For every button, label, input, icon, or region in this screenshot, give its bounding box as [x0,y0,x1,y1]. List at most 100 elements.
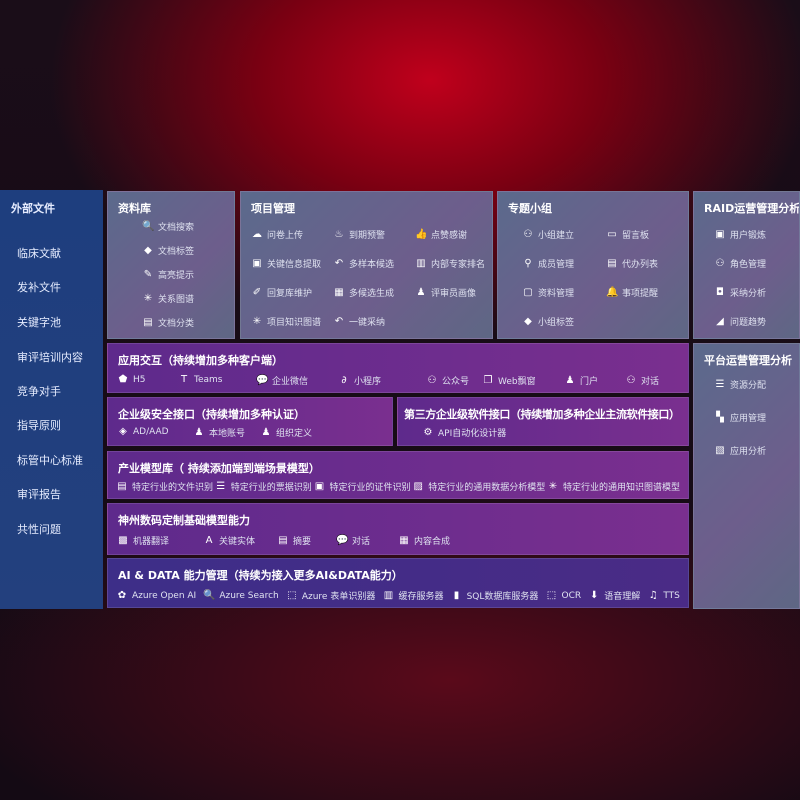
feature-item[interactable]: ▥ 内部专家排名 [415,257,485,270]
feature-item[interactable]: 👍 点赞感谢 [415,228,467,241]
feature-item[interactable]: ▦ 内容合成 [398,534,450,547]
feature-item[interactable]: ▣ 特定行业的证件识别 [313,480,411,493]
feature-label: 语音理解 [604,592,641,602]
feature-item[interactable]: ⚇ 公众号 [426,374,470,387]
feature-label: 组织定义 [276,429,313,439]
miniprogram-icon: ∂ [341,375,347,386]
feature-label: H5 [133,374,146,385]
feature-item[interactable]: ▤ 摘要 [277,534,311,547]
feature-item[interactable]: 🔔 事项提醒 [606,286,658,299]
sidebar-item[interactable]: 审评培训内容 [17,351,83,364]
feature-item[interactable]: ⚇ 小组建立 [522,228,575,241]
ranking-icon: ▥ [416,258,426,269]
sidebar-item[interactable]: 关键字池 [17,316,61,329]
feature-item[interactable]: ☰ 特定行业的票据识别 [215,480,312,493]
panel-title: 资料库 [118,202,151,215]
feature-item[interactable]: ▩ 机器翻译 [117,534,169,547]
feature-item[interactable]: ▢ 资料管理 [522,286,574,299]
feature-item[interactable]: ▦ 多候选生成 [333,286,394,299]
feature-item[interactable]: ✳ 项目知识图谱 [251,315,321,328]
doc-stack-icon: ▤ [143,317,153,328]
edit-icon: ✐ [252,287,262,298]
feature-item[interactable]: ↶ 一键采纳 [333,315,385,328]
feature-item[interactable]: ⚲ 成员管理 [522,257,574,270]
feature-item[interactable]: ⬇ 语音理解 [588,589,640,602]
feature-label: AD/AAD [133,426,169,437]
feature-item[interactable]: ✳ 特定行业的通用知识图谱模型 [547,480,680,493]
panel-title: 应用交互（持续增加多种客户端） [118,354,283,367]
feature-item[interactable]: ▤ 代办列表 [606,257,658,270]
feature-item[interactable]: ✿ Azure Open AI [116,589,196,602]
feature-label: 特定行业的通用知识图谱模型 [562,483,680,493]
local-account-icon: ♟ [194,427,204,438]
feature-label: Azure Open AI [132,590,197,601]
feature-item[interactable]: ☰ 资源分配 [714,378,767,391]
bbs-icon: ▭ [607,229,617,240]
feature-item[interactable]: ♨ 到期预警 [333,228,386,241]
feature-item[interactable]: ▣ 用户锻炼 [714,228,766,241]
sidebar-item[interactable]: 共性问题 [17,523,61,536]
feature-item[interactable]: ▨ 特定行业的通用数据分析模型 [412,480,545,493]
feature-item[interactable]: ♟ 组织定义 [260,426,313,439]
summary-icon: ▤ [278,535,288,546]
feature-item[interactable]: ▮ SQL数据库服务器 [451,589,539,602]
feature-item[interactable]: ⬚ OCR [545,589,581,602]
feature-item[interactable]: 🔍 文档搜索 [142,220,194,233]
reply-icon: ↶ [334,316,344,327]
feature-item[interactable]: ▣ 关键信息提取 [251,257,321,270]
feature-item[interactable]: ▭ 留言板 [606,228,649,241]
feature-item[interactable]: ⬚ Azure 表单识别器 [286,589,375,602]
sidebar-item[interactable]: 审评报告 [17,488,61,501]
feature-item[interactable]: ∂ 小程序 [338,374,381,387]
feature-item[interactable]: ☁ 问卷上传 [251,228,303,241]
feature-item[interactable]: ◆ 小组标签 [522,315,574,328]
feature-item[interactable]: 💬 对话 [336,534,370,547]
feature-label: 关键信息提取 [267,260,322,270]
feature-item[interactable]: ⚇ 对话 [625,374,660,387]
html5-icon: ⬟ [118,374,128,385]
feature-label: 缓存服务器 [398,592,444,602]
sidebar-item[interactable]: 竞争对手 [17,385,61,398]
sidebar-item[interactable]: 临床文献 [17,247,61,260]
feature-item[interactable]: ⬟ H5 [117,374,146,385]
feature-item[interactable]: A 关键实体 [203,534,255,547]
sidebar-item[interactable]: 标管中心标准 [17,454,83,467]
feature-item[interactable]: ◢ 问题趋势 [714,315,766,328]
feature-label: 项目知识图谱 [267,318,322,328]
feature-item[interactable]: ◆ 文档标签 [142,244,194,257]
feature-item[interactable]: ♟ 本地账号 [193,426,246,439]
feature-item[interactable]: 🔍 Azure Search [203,589,278,602]
feature-item[interactable]: ▧ 应用分析 [714,444,766,457]
feature-item[interactable]: ⚙ API自动化设计器 [422,426,507,439]
feature-item[interactable]: ↶ 多样本候选 [333,257,394,270]
panel-title: 专题小组 [508,202,552,215]
feature-label: 内容合成 [414,537,451,547]
feature-item[interactable]: ◈ AD/AAD [117,426,169,437]
feature-item[interactable]: ⚇ 角色管理 [714,257,767,270]
feature-item[interactable]: ✎ 高亮提示 [142,268,194,281]
panel-title: 企业级安全接口（持续增加多种认证） [118,408,305,421]
list-icon: ☰ [715,379,725,390]
folder-icon: ▢ [523,287,533,298]
feature-label: 摘要 [293,537,312,547]
feature-item[interactable]: T Teams [178,374,223,385]
feature-item[interactable]: ▤ 文档分类 [142,316,194,329]
feature-item[interactable]: ♫ TTS [647,589,680,602]
feature-item[interactable]: ♟ 门户 [564,374,599,387]
web-window-icon: ❐ [483,375,493,386]
feature-item[interactable]: ▚ 应用管理 [714,411,766,424]
sidebar-title: 外部文件 [11,202,55,215]
feature-item[interactable]: 💬 企业微信 [256,374,308,387]
feature-item[interactable]: ♟ 评审员画像 [415,286,477,299]
user-icon: ♟ [416,287,426,298]
sidebar-item[interactable]: 发补文件 [17,281,61,294]
feature-item[interactable]: ❐ Web飘窗 [482,374,536,387]
feature-item[interactable]: ▤ 特定行业的文件识别 [116,480,213,493]
feature-item[interactable]: ✐ 回复库维护 [251,286,312,299]
sidebar-item[interactable]: 指导原则 [17,419,61,432]
feature-item[interactable]: ▥ 缓存服务器 [382,589,444,602]
feature-item[interactable]: ◘ 采纳分析 [714,286,766,299]
feature-item[interactable]: ✳ 关系图谱 [142,292,194,305]
panel-security: 企业级安全接口（持续增加多种认证） ◈ AD/AAD ♟ 本地账号 ♟ 组织定义 [107,397,393,446]
feature-label: 多候选生成 [349,289,395,299]
